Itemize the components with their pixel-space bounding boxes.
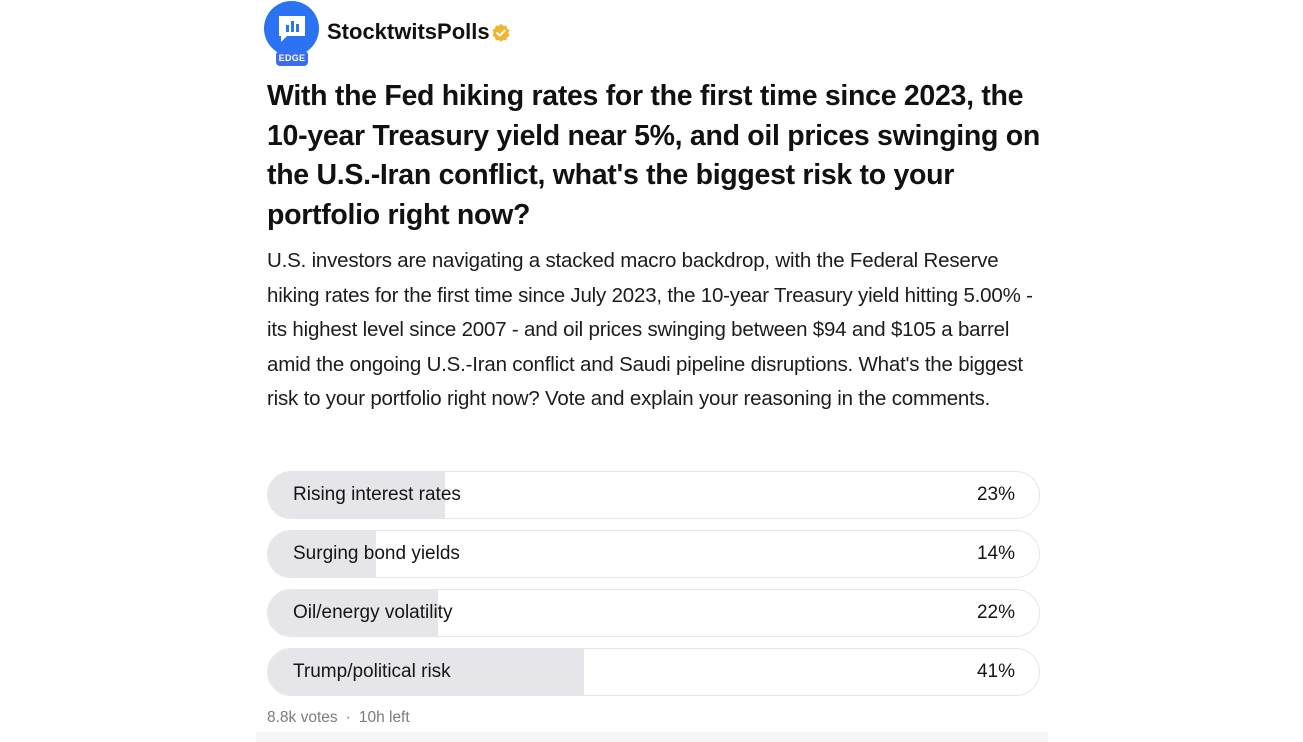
poll-option[interactable]: Oil/energy volatility 22% xyxy=(267,589,1040,637)
poll-option-percent: 23% xyxy=(976,484,1015,505)
edge-badge: EDGE xyxy=(276,51,308,66)
poll-options: Rising interest rates 23% Surging bond y… xyxy=(267,471,1040,707)
post-divider xyxy=(256,732,1048,742)
poll-option-bar xyxy=(268,649,585,695)
author-name[interactable]: StocktwitsPolls xyxy=(327,19,490,44)
post-title: With the Fed hiking rates for the first … xyxy=(267,80,1040,231)
verified-check-icon xyxy=(491,23,511,43)
post-body: U.S. investors are navigating a stacked … xyxy=(267,249,1033,410)
poll-option-percent: 14% xyxy=(976,543,1015,564)
poll-option-bar xyxy=(268,531,376,577)
poll-option-label: Trump/political risk xyxy=(293,661,451,682)
poll-meta: 8.8k votes · 10h left xyxy=(267,709,410,727)
poll-option-percent: 41% xyxy=(976,661,1015,682)
poll-option-label: Surging bond yields xyxy=(293,543,460,564)
time-left: 10h left xyxy=(358,709,410,726)
poll-option-label: Rising interest rates xyxy=(293,484,461,505)
vote-count: 8.8k votes xyxy=(267,709,338,726)
poll-option-label: Oil/energy volatility xyxy=(293,602,453,623)
poll-option[interactable]: Trump/political risk 41% xyxy=(267,648,1040,696)
bar-chart-chat-icon xyxy=(264,1,319,56)
meta-separator: · xyxy=(345,709,351,726)
post-author[interactable]: EDGE StocktwitsPolls xyxy=(264,1,510,66)
poll-option-bar xyxy=(268,472,446,518)
poll-option[interactable]: Surging bond yields 14% xyxy=(267,530,1040,578)
poll-option-bar xyxy=(268,590,438,636)
poll-post: EDGE StocktwitsPolls With the Fed hiking… xyxy=(256,0,1048,742)
poll-option[interactable]: Rising interest rates 23% xyxy=(267,471,1040,519)
avatar[interactable]: EDGE xyxy=(264,0,320,67)
poll-option-percent: 22% xyxy=(976,602,1015,623)
